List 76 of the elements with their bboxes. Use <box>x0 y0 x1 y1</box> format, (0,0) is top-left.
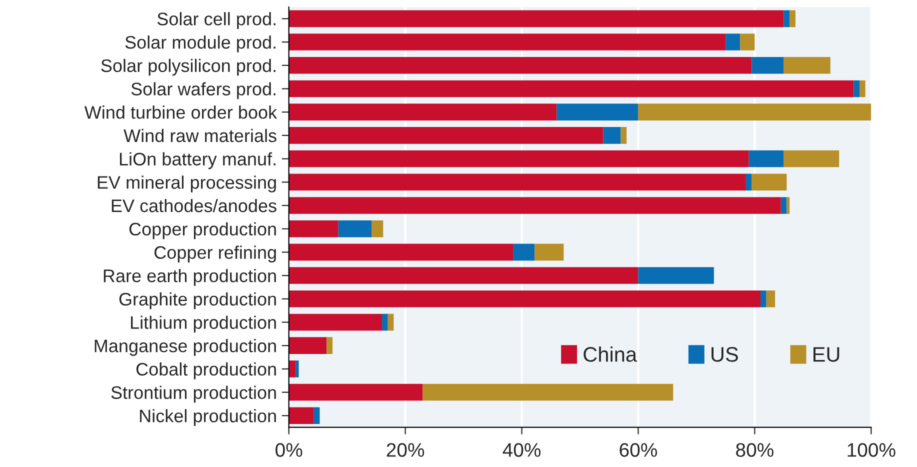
y-tick-label: Wind turbine order book <box>84 106 278 119</box>
y-tick-label: Cobalt production <box>136 362 276 380</box>
x-tick-label: 60% <box>620 443 657 457</box>
bar <box>780 197 787 214</box>
legend-label: EU <box>814 347 840 362</box>
bar <box>603 127 621 144</box>
x-tick-label: 80% <box>736 443 774 457</box>
y-tick-label: Lithium production <box>131 316 276 333</box>
x-tick-label: 0% <box>276 443 302 457</box>
bar <box>288 407 314 424</box>
bar <box>288 337 327 354</box>
legend-label: US <box>712 347 738 362</box>
bar <box>296 360 299 378</box>
bar <box>326 337 333 354</box>
bar <box>288 360 296 378</box>
bar <box>288 127 604 144</box>
y-tick-label: EV mineral processing <box>98 176 276 192</box>
bar <box>746 174 752 191</box>
bar <box>766 290 776 308</box>
bar <box>372 220 384 238</box>
y-tick-label: LiOn battery manuf. <box>120 152 276 170</box>
bar <box>620 127 627 144</box>
bar <box>288 80 854 98</box>
bar <box>288 384 423 401</box>
bar <box>288 314 382 331</box>
bar <box>288 174 746 191</box>
bar <box>534 244 564 261</box>
bar <box>338 220 372 238</box>
bar <box>726 34 740 50</box>
bar <box>638 104 872 120</box>
bar <box>288 220 338 238</box>
bar <box>784 10 790 28</box>
bar <box>422 384 674 401</box>
y-tick-label: Graphite production <box>119 292 276 310</box>
bar <box>382 314 388 331</box>
y-tick-label: Copper refining <box>154 246 276 262</box>
bar <box>784 150 840 168</box>
y-tick-label: EV cathodes/anodes <box>112 198 276 212</box>
bar <box>288 290 761 308</box>
bar <box>556 104 638 120</box>
y-tick-label: Solar cell prod. <box>157 12 276 29</box>
bar <box>288 197 781 214</box>
y-tick-label: Nickel production <box>140 409 276 426</box>
x-tick-label: 100% <box>848 443 896 457</box>
bar <box>288 10 784 28</box>
bar <box>288 56 752 74</box>
bar <box>786 197 790 214</box>
x-tick-label: 20% <box>386 443 424 457</box>
bar <box>288 267 638 284</box>
bar <box>784 56 830 74</box>
bar <box>314 407 320 424</box>
bar <box>790 10 796 28</box>
legend-label: China <box>584 346 638 362</box>
bar <box>748 150 784 168</box>
bar <box>288 104 557 120</box>
y-tick-label: Rare earth production <box>104 268 276 286</box>
x-tick-label: 40% <box>502 443 541 457</box>
y-tick-label: Copper production <box>129 222 276 240</box>
y-tick-label: Solar module prod. <box>125 35 276 52</box>
bar <box>740 34 755 50</box>
bar <box>288 150 749 168</box>
bar <box>860 80 866 98</box>
y-tick-label: Solar polysilicon prod. <box>101 58 276 76</box>
y-tick-label: Strontium production <box>111 386 276 403</box>
bar <box>288 244 514 261</box>
bar <box>854 80 860 98</box>
bar <box>513 244 535 261</box>
y-tick-label: Solar wafers prod. <box>131 82 276 100</box>
bar <box>388 314 394 331</box>
bar <box>638 267 714 284</box>
y-tick-label: Manganese production <box>94 339 276 356</box>
bar <box>752 174 787 191</box>
bar <box>288 34 726 50</box>
bar <box>760 290 766 308</box>
bar <box>752 56 784 74</box>
y-tick-label: Wind raw materials <box>124 128 276 142</box>
